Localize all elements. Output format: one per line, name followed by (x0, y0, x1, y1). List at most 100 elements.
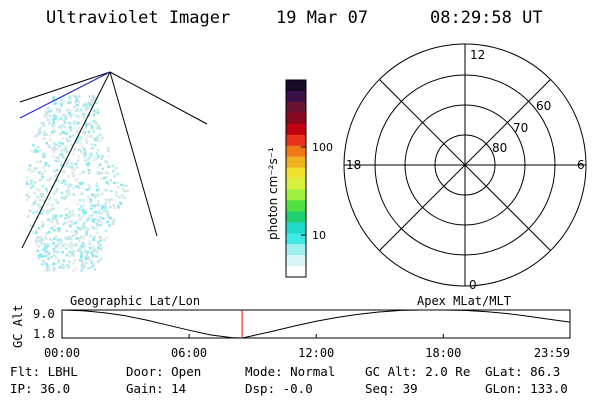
speckle-dot (102, 189, 106, 192)
speckle-dot (94, 101, 98, 105)
speckle-dot (70, 167, 73, 170)
speckle-dot (78, 208, 81, 211)
speckle-dot (86, 135, 89, 138)
speckle-dot (83, 122, 87, 126)
speckle-dot (100, 136, 104, 140)
speckle-dot (67, 121, 71, 125)
speckle-dot (87, 214, 91, 218)
view-line (109, 71, 158, 237)
speckle-dot (41, 192, 44, 196)
speckle-dot (41, 261, 44, 264)
speckle-dot (109, 205, 112, 209)
speckle-dot (95, 157, 99, 160)
speckle-dot (74, 131, 78, 134)
speckle-dot (64, 247, 68, 250)
speckle-dot (52, 228, 56, 232)
speckle-dot (47, 254, 51, 258)
speckle-dot (40, 255, 43, 258)
speckle-dot (106, 206, 109, 210)
speckle-dot (29, 178, 32, 182)
speckle-dot (51, 147, 54, 151)
speckle-dot (39, 127, 42, 130)
speckle-dot (70, 220, 73, 223)
speckle-dot (55, 108, 59, 111)
speckle-dot (52, 96, 56, 99)
speckle-dot (90, 214, 94, 217)
speckle-dot (66, 150, 70, 154)
speckle-dot (92, 263, 95, 266)
speckle-dot (33, 169, 37, 173)
speckle-dot (70, 162, 74, 165)
lat-label-70: 70 (513, 121, 528, 135)
speckle-dot (65, 229, 68, 233)
speckle-dot (83, 130, 86, 133)
speckle-dot (96, 190, 99, 193)
speckle-dot (28, 164, 32, 167)
speckle-dot (73, 120, 77, 123)
speckle-dot (86, 218, 90, 221)
speckle-dot (56, 201, 60, 205)
speckle-dot (36, 195, 39, 199)
speckle-dot (54, 214, 58, 218)
speckle-dot (112, 170, 115, 173)
speckle-dot (54, 184, 57, 187)
speckle-dot (110, 189, 113, 193)
speckle-dot (57, 259, 60, 262)
speckle-dot (32, 211, 35, 214)
speckle-dot (88, 156, 91, 160)
speckle-dot (90, 200, 94, 203)
speckle-dot (93, 137, 96, 140)
speckle-dot (32, 184, 35, 188)
speckle-dot (54, 262, 57, 265)
speckle-dot (97, 124, 100, 128)
speckle-dot (97, 219, 101, 222)
speckle-dot (76, 219, 80, 223)
speckle-dot (64, 237, 68, 241)
speckle-dot (85, 231, 88, 234)
speckle-dot (54, 117, 57, 120)
speckle-dot (47, 179, 50, 182)
speckle-dot (39, 195, 43, 198)
colorbar-cell (286, 266, 306, 278)
speckle-dot (50, 238, 53, 241)
speckle-dot (27, 168, 31, 171)
speckle-dot (105, 210, 109, 213)
speckle-dot (90, 204, 94, 207)
speckle-dot (71, 252, 74, 256)
speckle-dot (49, 109, 52, 113)
speckle-dot (90, 251, 93, 255)
speckle-dot (44, 250, 47, 253)
speckle-dot (65, 115, 68, 119)
speckle-dot (41, 262, 44, 266)
speckle-dot (116, 181, 119, 184)
speckle-dot (95, 152, 99, 155)
speckle-dot (43, 261, 47, 265)
speckle-dot (104, 198, 108, 202)
speckle-dot (88, 218, 91, 222)
speckle-dot (33, 192, 36, 195)
speckle-dot (107, 155, 110, 158)
speckle-dot (96, 139, 99, 142)
speckle-dot (43, 200, 46, 203)
speckle-dot (41, 153, 44, 156)
speckle-dot (80, 255, 83, 259)
speckle-dot (58, 265, 62, 269)
speckle-dot (95, 249, 98, 253)
polar-grid (343, 43, 587, 287)
speckle-dot (60, 181, 63, 184)
speckle-dot (60, 127, 63, 130)
speckle-dot (104, 207, 107, 210)
speckle-dot (100, 248, 103, 251)
speckle-dot (53, 146, 56, 149)
speckle-dot (91, 95, 95, 98)
speckle-dot (83, 229, 87, 233)
speckle-dot (78, 240, 81, 243)
speckle-dot (30, 186, 33, 189)
speckle-dot (98, 215, 102, 219)
speckle-dot (66, 237, 69, 241)
speckle-dot (31, 169, 34, 173)
speckle-dot (70, 129, 73, 132)
speckle-dot (39, 198, 42, 202)
speckle-dot (87, 162, 91, 165)
speckle-dot (71, 187, 75, 190)
